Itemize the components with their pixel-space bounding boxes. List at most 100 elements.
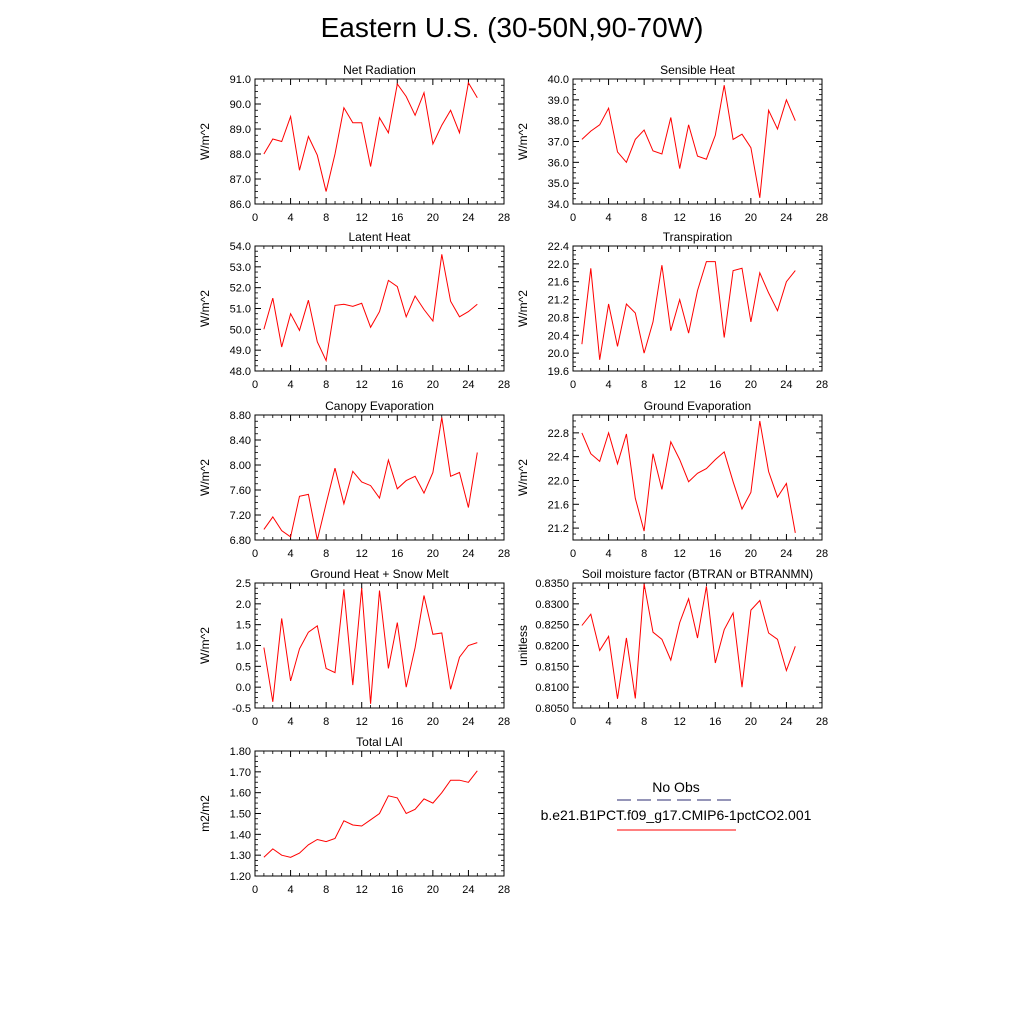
y-tick-label: 21.2 — [548, 295, 569, 307]
y-tick-label: 1.50 — [230, 809, 251, 821]
x-tick-label: 20 — [427, 379, 439, 391]
x-tick-label: 8 — [323, 716, 329, 728]
y-tick-label: 39.0 — [548, 95, 569, 107]
x-tick-label: 20 — [427, 548, 439, 560]
y-tick-label: 0.5 — [236, 661, 251, 673]
x-tick-label: 4 — [288, 379, 294, 391]
x-tick-label: 16 — [709, 379, 721, 391]
x-tick-label: 24 — [780, 212, 792, 224]
y-tick-label: 7.60 — [230, 485, 251, 497]
y-tick-label: 0.8150 — [535, 661, 569, 673]
x-tick-label: 20 — [745, 379, 757, 391]
y-tick-label: 36.0 — [548, 157, 569, 169]
y-tick-label: 88.0 — [230, 149, 251, 161]
y-tick-label: 20.8 — [548, 312, 569, 324]
x-tick-label: 16 — [709, 716, 721, 728]
y-tick-label: 89.0 — [230, 124, 251, 136]
x-tick-label: 20 — [745, 212, 757, 224]
y-tick-label: 40.0 — [548, 74, 569, 86]
x-tick-label: 28 — [816, 212, 828, 224]
y-tick-label: 20.0 — [548, 348, 569, 360]
plot-frame — [572, 414, 823, 541]
chart-canopy-evaporation: Canopy Evaporation 0 4 8 12 16 20 24 28 6.80 7.20 7… — [198, 399, 510, 560]
plot-frame — [254, 414, 505, 541]
chart-ground-evaporation: Ground Evaporation 0 4 8 12 16 20 24 28 21.2 21.6 2… — [516, 399, 828, 560]
y-tick-label: 22.8 — [548, 428, 569, 440]
x-tick-label: 16 — [391, 379, 403, 391]
x-tick-label: 24 — [780, 716, 792, 728]
x-tick-label: 12 — [674, 548, 686, 560]
plot-frame — [572, 245, 823, 372]
plot-frame — [572, 78, 823, 205]
y-axis-label: W/m^2 — [516, 459, 530, 496]
y-tick-label: 2.5 — [236, 578, 251, 590]
x-tick-label: 20 — [745, 716, 757, 728]
x-tick-label: 24 — [462, 548, 474, 560]
y-tick-label: 0.0 — [236, 682, 251, 694]
x-tick-label: 20 — [427, 884, 439, 896]
x-tick-label: 0 — [252, 212, 258, 224]
x-tick-label: 4 — [288, 884, 294, 896]
x-tick-label: 16 — [391, 716, 403, 728]
x-tick-label: 28 — [816, 716, 828, 728]
x-tick-label: 8 — [641, 548, 647, 560]
y-tick-label: 49.0 — [230, 345, 251, 357]
legend-case-label: b.e21.B1PCT.f09_g17.CMIP6-1pctCO2.001 — [541, 807, 812, 823]
x-tick-label: 4 — [606, 716, 612, 728]
x-tick-label: 12 — [356, 379, 368, 391]
x-tick-label: 28 — [498, 212, 510, 224]
x-tick-label: 12 — [674, 716, 686, 728]
panel-title: Net Radiation — [343, 63, 416, 77]
y-tick-label: 91.0 — [230, 74, 251, 86]
x-tick-label: 16 — [391, 884, 403, 896]
chart-ground-heat-snow-melt: Ground Heat + Snow Melt 0 4 8 12 16 20 24 28 -0.5… — [198, 567, 510, 728]
y-tick-label: 52.0 — [230, 283, 251, 295]
chart-soil-moisture-factor-btran-or-btranmn: Soil moisture factor (BTRAN or BTRANMN) 0… — [516, 567, 828, 728]
x-tick-label: 0 — [252, 716, 258, 728]
y-tick-label: 22.4 — [548, 452, 569, 464]
legend: No Obs b.e21.B1PCT.f09_g17.CMIP6-1pctCO2… — [541, 779, 812, 831]
y-tick-label: 0.8200 — [535, 641, 569, 653]
x-tick-label: 4 — [288, 548, 294, 560]
series-line — [581, 420, 796, 533]
y-tick-label: 1.30 — [230, 850, 251, 862]
panel-title: Total LAI — [356, 735, 403, 749]
figure-title: Eastern U.S. (30-50N,90-70W) — [320, 12, 704, 43]
x-tick-label: 8 — [323, 548, 329, 560]
y-tick-label: 22.4 — [548, 241, 569, 253]
y-tick-label: 87.0 — [230, 174, 251, 186]
x-tick-label: 12 — [674, 212, 686, 224]
y-tick-label: 34.0 — [548, 199, 569, 211]
x-tick-label: 0 — [252, 379, 258, 391]
y-tick-label: 38.0 — [548, 116, 569, 128]
panel-title: Sensible Heat — [660, 63, 735, 77]
x-tick-label: 8 — [323, 379, 329, 391]
series-line — [581, 261, 796, 360]
y-axis-label: m2/m2 — [198, 795, 212, 832]
x-tick-label: 4 — [606, 548, 612, 560]
x-tick-label: 8 — [323, 212, 329, 224]
y-axis-label: W/m^2 — [198, 459, 212, 496]
chart-transpiration: Transpiration 0 4 8 12 16 20 24 28 19.6 20.0 20.4 20… — [516, 230, 828, 391]
series-line — [263, 587, 478, 704]
x-tick-label: 24 — [462, 716, 474, 728]
x-tick-label: 4 — [288, 212, 294, 224]
panel-title: Transpiration — [663, 230, 733, 244]
y-tick-label: 21.6 — [548, 277, 569, 289]
y-tick-label: 1.5 — [236, 620, 251, 632]
chart-latent-heat: Latent Heat 0 4 8 12 16 20 24 28 48.0 49.0 50.0 51.0… — [198, 230, 510, 391]
x-tick-label: 0 — [570, 379, 576, 391]
plot-frame — [254, 78, 505, 205]
y-tick-label: 22.0 — [548, 259, 569, 271]
x-tick-label: 0 — [570, 212, 576, 224]
x-tick-label: 24 — [780, 379, 792, 391]
y-tick-label: 1.40 — [230, 829, 251, 841]
y-tick-label: 1.0 — [236, 641, 251, 653]
x-tick-label: 24 — [462, 379, 474, 391]
y-tick-label: 54.0 — [230, 241, 251, 253]
x-tick-label: 24 — [780, 548, 792, 560]
y-tick-label: 0.8300 — [535, 599, 569, 611]
x-tick-label: 12 — [674, 379, 686, 391]
y-tick-label: 1.20 — [230, 871, 251, 883]
y-axis-label: W/m^2 — [198, 290, 212, 327]
